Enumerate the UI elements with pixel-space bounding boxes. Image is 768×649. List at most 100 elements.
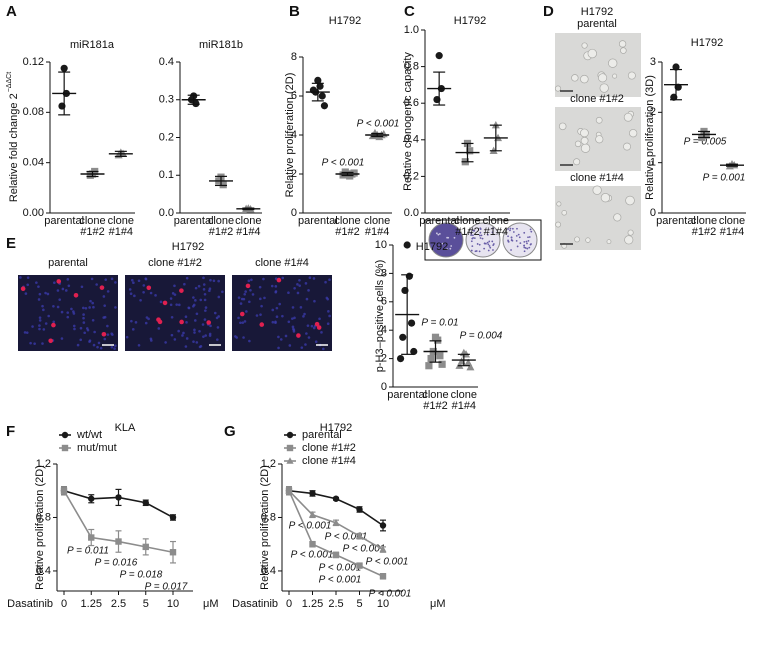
colony <box>447 236 450 239</box>
cell <box>612 73 618 79</box>
colony <box>483 247 486 250</box>
ph3-cell <box>259 322 265 327</box>
nucleus <box>243 320 247 323</box>
x-tick-label: 2.5 <box>328 598 343 610</box>
ph3-cell <box>101 331 107 337</box>
cell <box>606 239 612 245</box>
cell <box>592 185 602 195</box>
colony <box>479 237 482 239</box>
nucleus <box>271 320 275 324</box>
x-tick-label: clone #1#2 <box>79 215 106 238</box>
nucleus <box>104 278 108 281</box>
x-tick-label: parental <box>419 215 460 227</box>
nucleus <box>299 306 303 309</box>
cell <box>618 40 627 48</box>
y-tick-label: 0.1 <box>159 169 174 181</box>
x-axis-label: Dasatinib <box>7 598 53 610</box>
colony <box>515 239 518 242</box>
nucleus <box>247 279 251 283</box>
nucleus <box>171 292 175 295</box>
point <box>286 444 294 452</box>
nucleus <box>67 284 71 288</box>
nucleus <box>173 338 177 341</box>
y-axis-label-group: Relative proliferation (2D) <box>34 465 46 590</box>
annotation: P < 0.001 <box>319 563 362 574</box>
ph3-cell <box>157 319 163 325</box>
x-tick-label: parental <box>44 215 85 227</box>
point <box>466 362 475 371</box>
nucleus <box>56 289 60 292</box>
nucleus <box>52 320 56 324</box>
image-label: clone #1#4 <box>255 257 309 269</box>
legend-label: mut/mut <box>77 442 117 454</box>
nucleus <box>194 286 198 290</box>
nucleus <box>243 292 247 296</box>
annotation: P = 0.018 <box>120 570 163 581</box>
colony <box>516 227 518 230</box>
nucleus <box>241 321 245 324</box>
nucleus <box>185 321 188 324</box>
cell <box>623 112 633 122</box>
nucleus <box>91 318 95 322</box>
nucleus <box>73 327 76 331</box>
nucleus <box>271 308 275 312</box>
nucleus <box>170 333 174 337</box>
cell <box>620 47 627 54</box>
panel-label: F <box>6 423 15 440</box>
nucleus <box>287 291 290 295</box>
nucleus <box>314 340 318 343</box>
nucleus <box>217 279 220 283</box>
nucleus <box>128 288 132 291</box>
x-tick-label-box: clone #1#2 <box>691 216 717 238</box>
colony <box>473 237 476 240</box>
x-tick-label: clone #1#4 <box>718 215 746 238</box>
point <box>60 64 68 72</box>
point <box>88 534 95 541</box>
x-tick-label-box: clone #1#2 <box>208 216 234 238</box>
y-tick-label: 1.2 <box>36 458 51 470</box>
cell <box>598 73 608 83</box>
x-tick-label-box: parental <box>419 215 460 227</box>
y-tick-label: 0.8 <box>404 61 419 73</box>
colony <box>507 228 510 230</box>
nucleus <box>41 342 44 345</box>
nucleus <box>198 329 201 333</box>
ph3-cell <box>245 283 251 289</box>
nucleus <box>88 339 92 342</box>
point <box>314 76 322 84</box>
point <box>435 52 443 60</box>
y-tick-label: 0.8 <box>36 511 51 523</box>
nucleus <box>42 328 46 331</box>
nucleus <box>114 281 117 284</box>
point <box>115 494 122 501</box>
nucleus <box>29 341 32 345</box>
nucleus <box>102 316 106 319</box>
nucleus <box>38 319 42 322</box>
colony <box>476 243 479 245</box>
cell <box>561 210 567 216</box>
colony <box>519 242 522 244</box>
nucleus <box>249 288 252 292</box>
nucleus <box>192 296 195 299</box>
cell <box>573 158 581 166</box>
cell <box>585 237 591 243</box>
nucleus <box>199 298 203 302</box>
nucleus <box>187 306 191 310</box>
nucleus <box>244 290 247 293</box>
point <box>86 171 94 179</box>
colony <box>509 227 512 230</box>
colony <box>516 245 519 248</box>
nucleus <box>204 334 207 337</box>
y-axis-label: Relative proliferation (2D) <box>34 465 46 590</box>
cell <box>581 42 588 49</box>
chart-title: miR181a <box>70 39 115 51</box>
y-tick-label: 4 <box>381 324 387 336</box>
y-tick-label: 8 <box>381 267 387 279</box>
nucleus <box>66 278 70 281</box>
plate <box>502 222 538 258</box>
cell <box>629 129 638 138</box>
nucleus <box>38 327 41 331</box>
point <box>332 519 340 526</box>
nucleus <box>183 282 186 286</box>
ph3-cell <box>162 300 168 306</box>
